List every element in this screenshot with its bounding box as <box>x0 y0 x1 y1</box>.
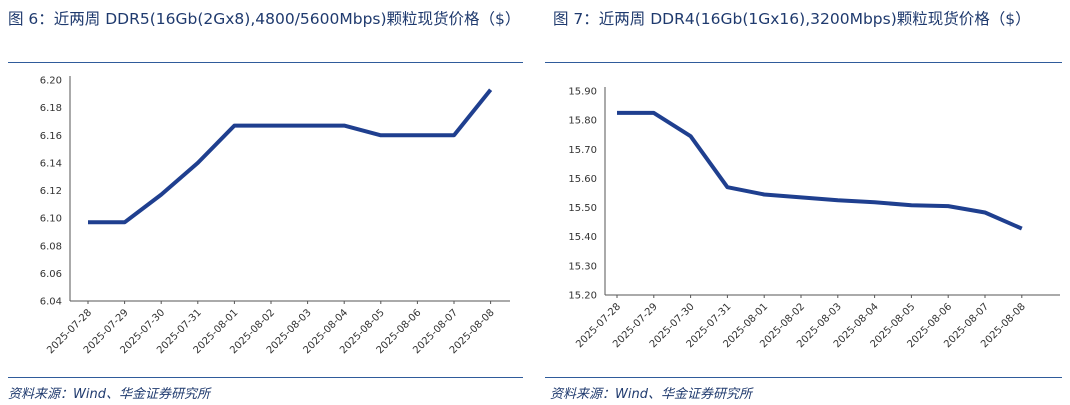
y-tick-label: 6.14 <box>40 158 62 169</box>
chart-panel-ddr5: 图 6：近两周 DDR5(16Gb(2Gx8),4800/5600Mbps)颗粒… <box>0 0 530 405</box>
y-tick-label: 15.70 <box>568 145 597 156</box>
title-rule <box>8 62 523 63</box>
y-tick-label: 6.04 <box>40 297 62 308</box>
y-tick-label: 15.40 <box>568 232 597 243</box>
y-tick-label: 6.06 <box>40 269 62 280</box>
y-tick-label: 15.60 <box>568 174 597 185</box>
series-line <box>88 88 493 225</box>
figure-title: 图 6：近两周 DDR5(16Gb(2Gx8),4800/5600Mbps)颗粒… <box>8 10 521 28</box>
y-tick-label: 6.20 <box>40 76 62 87</box>
chart-panel-ddr4: 图 7：近两周 DDR4(16Gb(1Gx16),3200Mbps)颗粒现货价格… <box>545 0 1070 405</box>
y-tick-label: 6.16 <box>40 131 62 142</box>
title-rule <box>545 62 1062 63</box>
source-rule <box>545 377 1062 378</box>
y-tick-label: 6.08 <box>40 241 62 252</box>
y-tick-label: 15.50 <box>568 203 597 214</box>
figure-title: 图 7：近两周 DDR4(16Gb(1Gx16),3200Mbps)颗粒现货价格… <box>553 10 1031 28</box>
y-tick-label: 15.90 <box>568 87 597 98</box>
source-rule <box>8 377 523 378</box>
chart-ddr4: 15.20 15.30 15.40 15.50 15.60 15.70 15.80 15.90… <box>568 87 1060 350</box>
y-tick-label: 6.12 <box>40 186 62 197</box>
y-tick-label: 15.20 <box>568 291 597 302</box>
series-line <box>617 110 1023 231</box>
y-tick-label: 6.18 <box>40 103 62 114</box>
y-tick-label: 6.10 <box>40 214 62 225</box>
y-tick-label: 15.30 <box>568 261 597 272</box>
y-tick-label: 15.80 <box>568 116 597 127</box>
source-note: 资料来源：Wind、华金证券研究所 <box>550 387 752 402</box>
source-note: 资料来源：Wind、华金证券研究所 <box>8 387 210 402</box>
chart-ddr5: 6.046.066.086.106.126.146.166.186.202025… <box>40 76 510 356</box>
